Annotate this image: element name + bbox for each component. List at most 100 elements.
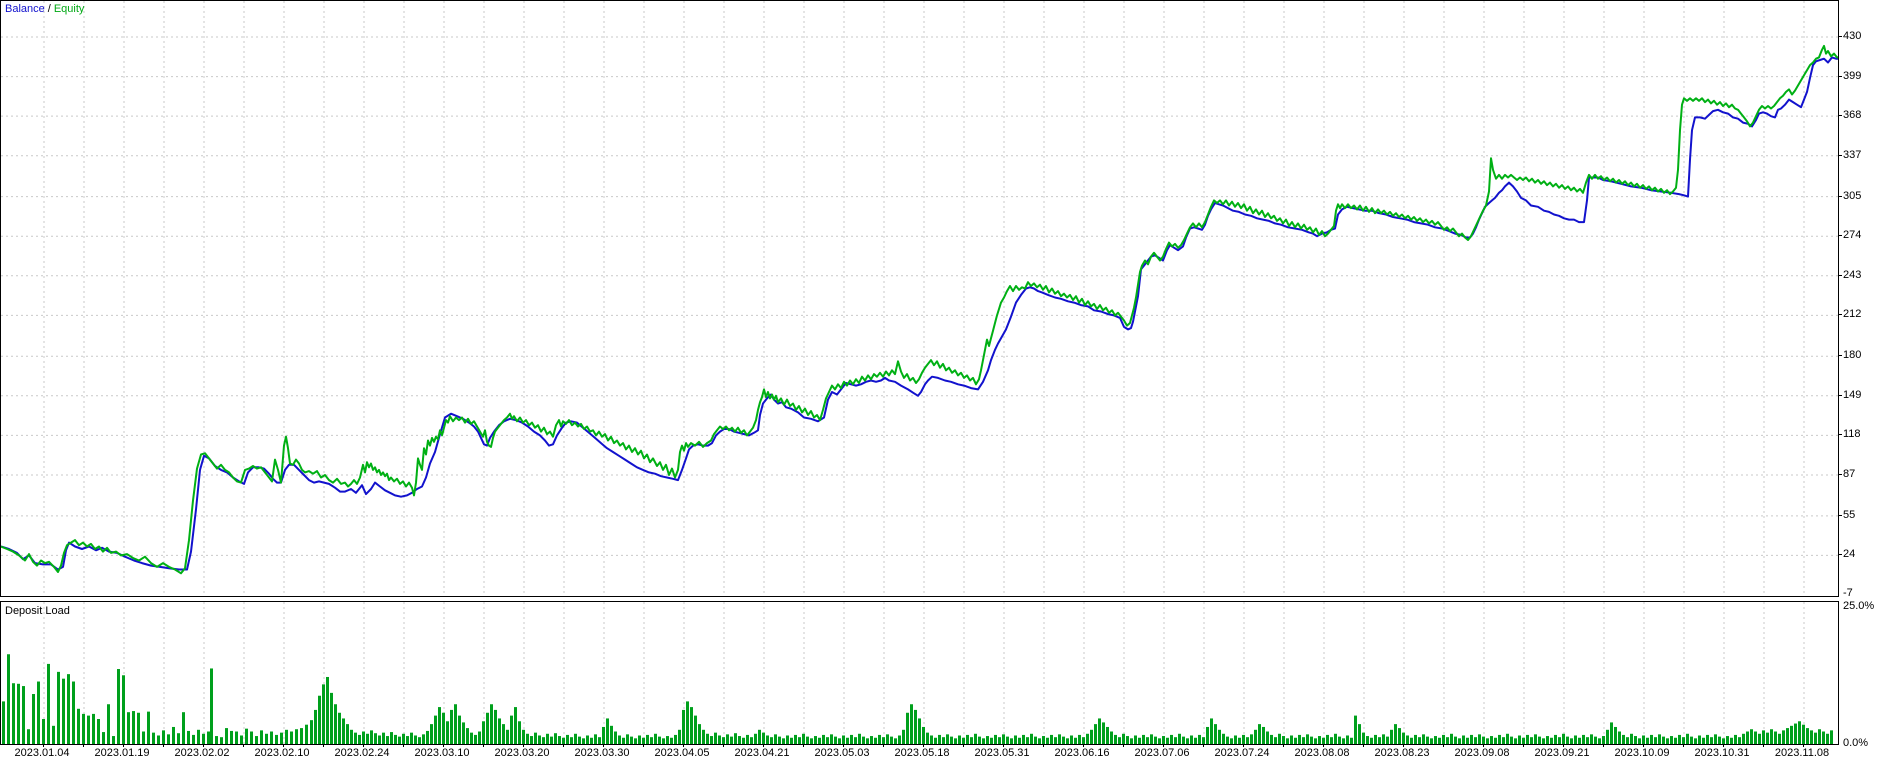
x-axis-tick [1243, 744, 1244, 747]
deposit-load-bar [1310, 736, 1313, 744]
x-axis-date-label: 2023.11.08 [1774, 747, 1830, 759]
deposit-load-bar [255, 736, 258, 744]
x-axis-tick [883, 744, 884, 747]
deposit-load-bar [1566, 736, 1569, 744]
deposit-load-bar [866, 738, 869, 744]
deposit-load-bar [1194, 737, 1197, 744]
deposit-load-bar [1502, 737, 1505, 744]
deposit-load-bar [82, 713, 85, 744]
deposit-load-bar [1050, 734, 1053, 744]
deposit-load-bar [1654, 737, 1657, 744]
deposit-load-bar [318, 695, 321, 744]
deposit-load-bar [1298, 734, 1301, 744]
deposit-load-bar [1394, 724, 1397, 744]
deposit-load-bar [1742, 733, 1745, 744]
deposit-load-bar [418, 737, 421, 744]
deposit-load-bar [1538, 736, 1541, 744]
deposit-load-bar [642, 737, 645, 744]
deposit-load-bar [1314, 738, 1317, 744]
deposit-load-bar [946, 734, 949, 744]
deposit-load-bar [1178, 733, 1181, 744]
x-axis-tick [643, 744, 644, 747]
deposit-load-bar [1290, 735, 1293, 744]
deposit-load-bar [1750, 729, 1753, 744]
x-axis-date-label: 2023.10.31 [1694, 747, 1750, 759]
deposit-load-bar [142, 731, 145, 744]
x-axis-date-label: 2023.04.21 [734, 747, 790, 759]
deposit-load-bar [1018, 737, 1021, 744]
deposit-load-bar [454, 704, 457, 744]
deposit-load-bar [1154, 736, 1157, 744]
deposit-load-bar [1142, 734, 1145, 744]
deposit-load-bar [112, 736, 115, 744]
deposit-load-bar [87, 715, 90, 744]
deposit-load-bar [998, 737, 1001, 744]
deposit-load-bar [542, 737, 545, 744]
deposit-load-bar [77, 708, 80, 744]
deposit-load-bar [342, 718, 345, 744]
deposit-load-bar [594, 734, 597, 744]
x-axis-date-label: 2023.05.31 [974, 747, 1030, 759]
deposit-load-bar [1138, 737, 1141, 744]
deposit-load-bar [1098, 718, 1101, 744]
deposit-load-bar [1474, 737, 1477, 744]
deposit-load-bar [1738, 737, 1741, 744]
x-axis-tick [243, 744, 244, 747]
deposit-load-bar [37, 681, 40, 744]
deposit-load-bar [954, 738, 957, 744]
deposit-load-bar [1422, 734, 1425, 744]
deposit-load-bar [898, 735, 901, 744]
deposit-load-bar [678, 729, 681, 744]
y-axis-label: 305 [1843, 189, 1862, 202]
deposit-load-bar [410, 732, 413, 744]
deposit-load-bar [950, 736, 953, 744]
deposit-load-bar [638, 735, 641, 744]
y-axis-label: 274 [1843, 229, 1862, 242]
deposit-load-bar [650, 737, 653, 744]
x-axis-date-label: 2023.08.08 [1294, 747, 1350, 759]
x-axis-tick [603, 744, 604, 747]
deposit-load-bar [1778, 733, 1781, 744]
y-axis-tick [1838, 355, 1842, 356]
deposit-load-bar [1770, 729, 1773, 744]
x-axis-date-label: 2023.09.21 [1534, 747, 1590, 759]
deposit-load-bar [394, 734, 397, 744]
deposit-load-bar [566, 734, 569, 744]
deposit-load-bar [774, 734, 777, 744]
deposit-load-bar [1058, 734, 1061, 744]
deposit-load-bar [426, 730, 429, 744]
deposit-load-bar [874, 737, 877, 744]
deposit-load-bar [1038, 738, 1041, 744]
deposit-load-bar [1366, 736, 1369, 744]
deposit-load-bar [285, 729, 288, 744]
deposit-load-bar [618, 735, 621, 744]
deposit-load-bar [1802, 724, 1805, 744]
deposit-load-bar [790, 737, 793, 744]
x-axis-tick [1403, 744, 1404, 747]
x-axis-tick [203, 744, 204, 747]
deposit-load-bar [147, 711, 150, 744]
deposit-load-bar [1766, 732, 1769, 744]
deposit-load-bar [414, 735, 417, 744]
deposit-load-bar [382, 732, 385, 744]
deposit-load-bar [718, 735, 721, 744]
deposit-load-bar [450, 709, 453, 744]
x-axis-tick [1083, 744, 1084, 747]
deposit-load-bar [187, 730, 190, 744]
y-axis-tick [1838, 155, 1842, 156]
deposit-load-bar [930, 735, 933, 744]
deposit-load-bar [1294, 737, 1297, 744]
deposit-load-bar [698, 724, 701, 744]
deposit-load-bar [834, 736, 837, 744]
deposit-load-bar [1774, 731, 1777, 744]
deposit-load-bar [57, 671, 60, 744]
deposit-load-bar [422, 734, 425, 744]
deposit-load-bar [686, 701, 689, 744]
deposit-load-bar [1238, 737, 1241, 744]
deposit-load-bar [1718, 736, 1721, 744]
deposit-load-bar [1274, 737, 1277, 744]
deposit-load-bar [822, 734, 825, 744]
x-axis-date-label: 2023.06.16 [1054, 747, 1110, 759]
deposit-load-panel: Deposit Load [0, 601, 1839, 745]
deposit-load-bar [922, 726, 925, 744]
